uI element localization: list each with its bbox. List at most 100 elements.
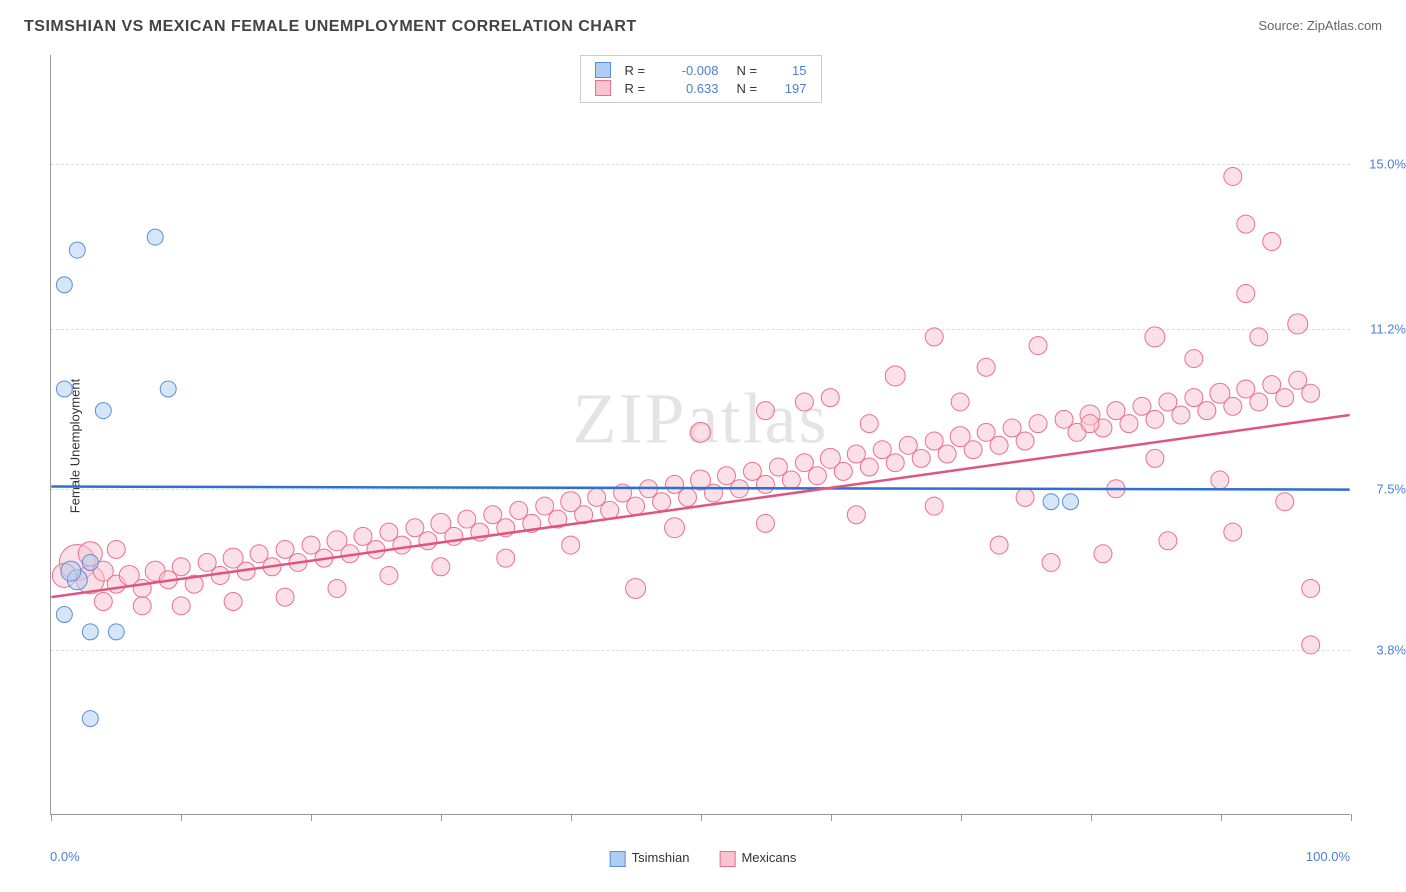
- scatter-point: [990, 436, 1008, 454]
- scatter-point: [756, 514, 774, 532]
- scatter-point: [1250, 393, 1268, 411]
- n-value: 15: [771, 63, 807, 78]
- scatter-point: [393, 536, 411, 554]
- x-min-label: 0.0%: [50, 849, 80, 864]
- x-tick: [1351, 814, 1352, 821]
- n-label: N =: [737, 63, 763, 78]
- r-value: 0.633: [659, 81, 719, 96]
- scatter-point: [133, 597, 151, 615]
- legend-item: Tsimshian: [610, 850, 690, 867]
- x-tick: [1221, 814, 1222, 821]
- scatter-point: [1185, 350, 1203, 368]
- y-tick-label: 15.0%: [1369, 156, 1406, 171]
- scatter-point: [886, 454, 904, 472]
- scatter-point: [1211, 471, 1229, 489]
- scatter-point: [1172, 406, 1190, 424]
- scatter-point: [56, 277, 72, 293]
- scatter-point: [860, 458, 878, 476]
- scatter-point: [160, 381, 176, 397]
- scatter-point: [1302, 384, 1320, 402]
- scatter-point: [1120, 415, 1138, 433]
- scatter-point: [925, 497, 943, 515]
- scatter-point: [61, 561, 81, 581]
- scatter-point: [679, 488, 697, 506]
- scatter-point: [1224, 397, 1242, 415]
- scatter-point: [172, 597, 190, 615]
- scatter-point: [367, 540, 385, 558]
- scatter-point: [964, 441, 982, 459]
- x-tick: [1091, 814, 1092, 821]
- scatter-point: [1224, 167, 1242, 185]
- scatter-point: [1159, 532, 1177, 550]
- scatter-point: [69, 242, 85, 258]
- scatter-point: [1302, 579, 1320, 597]
- scatter-point: [172, 558, 190, 576]
- series-legend: TsimshianMexicans: [610, 850, 797, 867]
- scatter-point: [1276, 493, 1294, 511]
- x-max-label: 100.0%: [1306, 849, 1350, 864]
- n-label: N =: [737, 81, 763, 96]
- x-tick: [181, 814, 182, 821]
- legend-row: R = -0.008 N = 15: [595, 61, 807, 79]
- correlation-legend: R = -0.008 N = 15 R = 0.633 N = 197: [580, 55, 822, 103]
- scatter-point: [990, 536, 1008, 554]
- scatter-canvas: [51, 55, 1350, 814]
- y-tick-label: 7.5%: [1376, 482, 1406, 497]
- r-label: R =: [625, 81, 651, 96]
- scatter-point: [432, 558, 450, 576]
- scatter-point: [691, 422, 711, 442]
- scatter-point: [95, 403, 111, 419]
- scatter-point: [653, 493, 671, 511]
- x-tick: [441, 814, 442, 821]
- y-tick-label: 11.2%: [1370, 321, 1406, 336]
- scatter-point: [380, 566, 398, 584]
- n-value: 197: [771, 81, 807, 96]
- scatter-point: [1237, 285, 1255, 303]
- scatter-point: [1146, 449, 1164, 467]
- x-tick: [311, 814, 312, 821]
- scatter-point: [821, 389, 839, 407]
- y-tick-label: 3.8%: [1376, 642, 1406, 657]
- scatter-point: [1276, 389, 1294, 407]
- scatter-point: [834, 462, 852, 480]
- scatter-point: [1145, 327, 1165, 347]
- scatter-point: [627, 497, 645, 515]
- scatter-point: [704, 484, 722, 502]
- chart-title: TSIMSHIAN VS MEXICAN FEMALE UNEMPLOYMENT…: [24, 18, 637, 36]
- scatter-point: [224, 592, 242, 610]
- scatter-point: [94, 592, 112, 610]
- x-tick: [961, 814, 962, 821]
- legend-swatch-icon: [610, 851, 626, 867]
- x-tick: [701, 814, 702, 821]
- scatter-point: [782, 471, 800, 489]
- scatter-point: [1029, 415, 1047, 433]
- scatter-point: [1043, 494, 1059, 510]
- scatter-point: [1263, 233, 1281, 251]
- x-tick: [831, 814, 832, 821]
- scatter-point: [1042, 553, 1060, 571]
- scatter-point: [808, 467, 826, 485]
- scatter-point: [1146, 410, 1164, 428]
- scatter-point: [756, 402, 774, 420]
- scatter-point: [82, 711, 98, 727]
- legend-swatch-icon: [595, 80, 611, 96]
- scatter-point: [276, 588, 294, 606]
- scatter-point: [1302, 636, 1320, 654]
- scatter-point: [977, 358, 995, 376]
- x-tick: [51, 814, 52, 821]
- scatter-point: [1250, 328, 1268, 346]
- r-label: R =: [625, 63, 651, 78]
- scatter-point: [1063, 494, 1079, 510]
- scatter-point: [1198, 402, 1216, 420]
- source-label: Source: ZipAtlas.com: [1258, 18, 1382, 33]
- scatter-point: [133, 579, 151, 597]
- scatter-point: [328, 579, 346, 597]
- legend-swatch-icon: [719, 851, 735, 867]
- legend-row: R = 0.633 N = 197: [595, 79, 807, 97]
- r-value: -0.008: [659, 63, 719, 78]
- scatter-point: [562, 536, 580, 554]
- scatter-point: [1288, 314, 1308, 334]
- scatter-point: [665, 518, 685, 538]
- scatter-point: [1029, 337, 1047, 355]
- scatter-point: [82, 624, 98, 640]
